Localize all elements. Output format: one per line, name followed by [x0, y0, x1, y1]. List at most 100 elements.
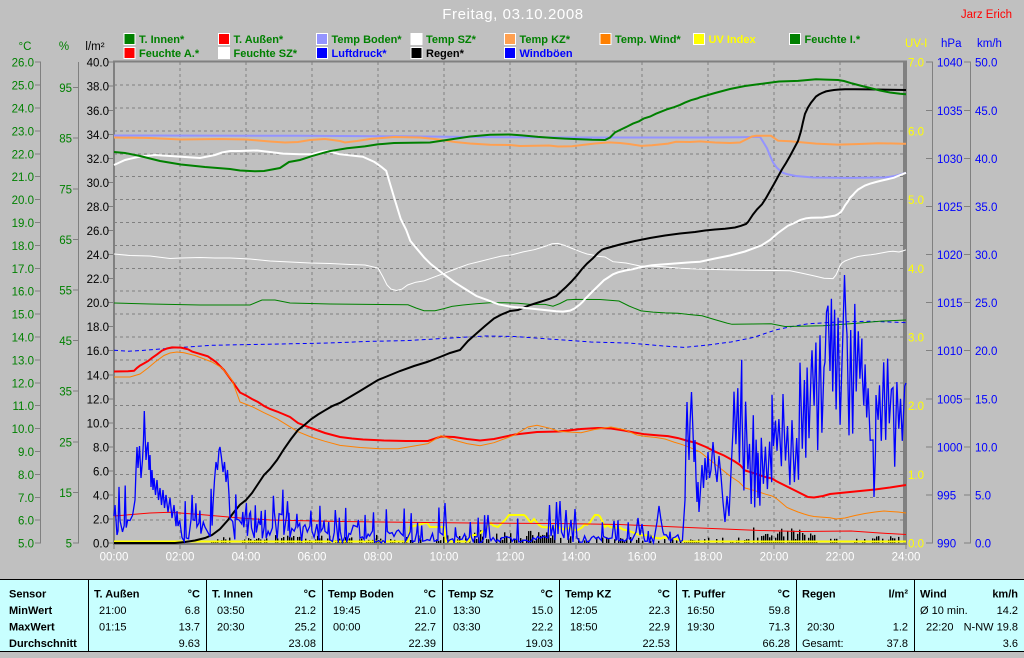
- svg-text:5.0: 5.0: [975, 491, 991, 503]
- svg-text:22.7: 22.7: [415, 622, 436, 634]
- svg-text:1000: 1000: [937, 442, 963, 454]
- svg-text:0.0: 0.0: [93, 539, 109, 551]
- svg-text:40.0: 40.0: [975, 154, 997, 166]
- svg-text:59.8: 59.8: [769, 605, 790, 617]
- svg-text:20:30: 20:30: [217, 622, 245, 634]
- svg-text:Wind: Wind: [920, 589, 947, 601]
- svg-text:5: 5: [66, 539, 72, 551]
- svg-text:°C: °C: [424, 589, 436, 601]
- svg-text:04:00: 04:00: [232, 552, 261, 564]
- svg-text:1.0: 1.0: [908, 470, 924, 482]
- svg-text:16.0: 16.0: [87, 346, 109, 358]
- svg-text:1035: 1035: [937, 106, 963, 118]
- svg-text:22.2: 22.2: [532, 622, 553, 634]
- svg-text:45.0: 45.0: [975, 106, 997, 118]
- svg-text:Luftdruck*: Luftdruck*: [332, 48, 388, 60]
- svg-text:7.0: 7.0: [18, 493, 34, 505]
- svg-text:1020: 1020: [937, 250, 963, 262]
- svg-text:T. Innen: T. Innen: [212, 589, 253, 601]
- svg-text:Temp SZ: Temp SZ: [448, 589, 494, 601]
- svg-text:995: 995: [937, 491, 956, 503]
- svg-text:22.0: 22.0: [87, 274, 109, 286]
- svg-text:km/h: km/h: [977, 38, 1002, 50]
- svg-text:24.0: 24.0: [87, 250, 109, 262]
- svg-text:17.0: 17.0: [12, 264, 34, 276]
- svg-text:°C: °C: [304, 589, 316, 601]
- svg-text:34.0: 34.0: [87, 130, 109, 142]
- svg-text:Temp SZ*: Temp SZ*: [426, 34, 477, 46]
- svg-text:Temp KZ: Temp KZ: [565, 589, 612, 601]
- svg-text:22.3: 22.3: [649, 605, 670, 617]
- svg-text:22:20: 22:20: [926, 622, 954, 634]
- svg-text:°C: °C: [778, 589, 790, 601]
- svg-text:6.8: 6.8: [185, 605, 200, 617]
- svg-text:2.0: 2.0: [908, 401, 924, 413]
- svg-text:2.0: 2.0: [93, 515, 109, 527]
- svg-text:9.0: 9.0: [18, 447, 34, 459]
- svg-text:22:00: 22:00: [826, 552, 855, 564]
- svg-text:24:00: 24:00: [892, 552, 921, 564]
- svg-text:95: 95: [59, 83, 72, 95]
- svg-text:km/h: km/h: [992, 589, 1018, 601]
- svg-text:4.0: 4.0: [908, 264, 924, 276]
- svg-text:26.0: 26.0: [12, 58, 34, 70]
- svg-text:37.8: 37.8: [887, 638, 908, 650]
- svg-text:14:00: 14:00: [562, 552, 591, 564]
- svg-text:°C: °C: [188, 589, 200, 601]
- svg-text:19.0: 19.0: [12, 218, 34, 230]
- svg-text:71.3: 71.3: [769, 622, 790, 634]
- svg-text:T. Außen*: T. Außen*: [234, 34, 284, 46]
- svg-text:Temp KZ*: Temp KZ*: [520, 34, 571, 46]
- svg-text:T. Außen: T. Außen: [94, 589, 140, 601]
- svg-text:16:00: 16:00: [628, 552, 657, 564]
- svg-text:25.2: 25.2: [295, 622, 316, 634]
- svg-text:14.0: 14.0: [87, 370, 109, 382]
- svg-text:50.0: 50.0: [975, 58, 997, 70]
- svg-text:11.0: 11.0: [12, 401, 34, 413]
- svg-text:Feuchte SZ*: Feuchte SZ*: [234, 48, 298, 60]
- svg-text:25.0: 25.0: [975, 298, 997, 310]
- svg-text:hPa: hPa: [941, 38, 962, 50]
- svg-text:03:30: 03:30: [453, 622, 481, 634]
- svg-text:N-NW 19.8: N-NW 19.8: [964, 622, 1018, 634]
- svg-text:9.63: 9.63: [179, 638, 200, 650]
- svg-text:MinWert: MinWert: [9, 605, 53, 617]
- svg-text:22.9: 22.9: [649, 622, 670, 634]
- svg-text:65: 65: [59, 235, 72, 247]
- svg-text:25: 25: [59, 437, 72, 449]
- svg-text:40.0: 40.0: [87, 58, 109, 70]
- svg-text:21.0: 21.0: [12, 172, 34, 184]
- svg-text:15.0: 15.0: [12, 310, 34, 322]
- svg-text:8.0: 8.0: [93, 442, 109, 454]
- svg-text:12:00: 12:00: [496, 552, 525, 564]
- svg-text:19.03: 19.03: [525, 638, 553, 650]
- svg-text:19:45: 19:45: [333, 605, 361, 617]
- svg-text:4.0: 4.0: [93, 491, 109, 503]
- svg-text:Regen*: Regen*: [426, 48, 465, 60]
- svg-text:18:50: 18:50: [570, 622, 598, 634]
- svg-text:MaxWert: MaxWert: [9, 622, 55, 634]
- svg-text:30.0: 30.0: [87, 178, 109, 190]
- svg-text:1015: 1015: [937, 298, 963, 310]
- svg-text:3.6: 3.6: [1003, 638, 1018, 650]
- svg-text:1040: 1040: [937, 58, 963, 70]
- svg-text:12:05: 12:05: [570, 605, 598, 617]
- svg-text:55: 55: [59, 286, 72, 298]
- svg-text:990: 990: [937, 539, 956, 551]
- svg-text:08:00: 08:00: [364, 552, 393, 564]
- svg-text:21.2: 21.2: [295, 605, 316, 617]
- svg-text:12.0: 12.0: [87, 394, 109, 406]
- svg-text:15.0: 15.0: [532, 605, 553, 617]
- svg-text:13.0: 13.0: [12, 355, 34, 367]
- svg-text:20:00: 20:00: [760, 552, 789, 564]
- svg-text:Freitag, 03.10.2008: Freitag, 03.10.2008: [442, 6, 584, 23]
- svg-text:20:30: 20:30: [807, 622, 835, 634]
- svg-text:03:50: 03:50: [217, 605, 245, 617]
- svg-text:Temp. Wind*: Temp. Wind*: [615, 34, 681, 46]
- svg-text:°C: °C: [658, 589, 670, 601]
- svg-text:75: 75: [59, 184, 72, 196]
- svg-text:Ø 10 min.: Ø 10 min.: [920, 605, 968, 617]
- svg-text:00:00: 00:00: [333, 622, 361, 634]
- svg-text:10.0: 10.0: [12, 424, 34, 436]
- svg-text:18.0: 18.0: [87, 322, 109, 334]
